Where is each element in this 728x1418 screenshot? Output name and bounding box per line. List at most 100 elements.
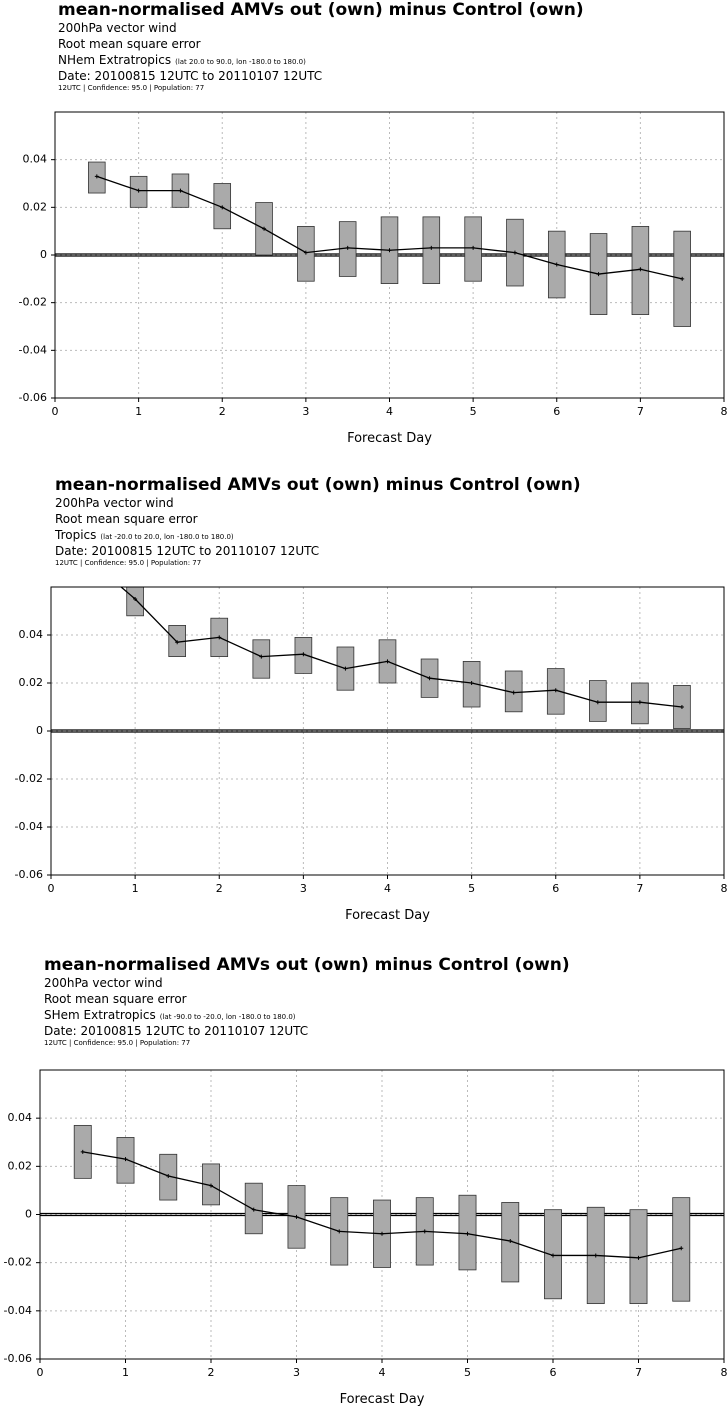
chart: mean-normalised AMVs out (own) minus Con…: [4, 955, 728, 1407]
mean-marker: [209, 1183, 213, 1188]
mean-marker: [554, 262, 559, 267]
y-tick-label: 0.04: [19, 628, 44, 641]
x-tick-label: 4: [386, 405, 393, 418]
x-tick-label: 6: [552, 882, 559, 895]
x-tick-label: 0: [52, 405, 59, 418]
confidence-box: [252, 639, 271, 679]
x-tick-label: 7: [637, 405, 644, 418]
mean-marker: [343, 666, 348, 671]
y-tick-label: -0.04: [15, 820, 43, 833]
plot-frame: [50, 586, 725, 876]
mean-marker: [593, 1253, 598, 1258]
x-tick-label: 0: [48, 882, 55, 895]
y-tick-label: -0.06: [4, 1352, 32, 1365]
region-detail: (lat -20.0 to 20.0, lon -180.0 to 180.0): [100, 533, 234, 541]
region-detail: (lat 20.0 to 90.0, lon -180.0 to 180.0): [175, 58, 306, 66]
plot-frame: [54, 111, 725, 399]
y-tick-label: 0.04: [23, 153, 48, 166]
footnote: 12UTC | Confidence: 95.0 | Population: 7…: [55, 559, 201, 567]
plot-frame: [39, 1069, 725, 1360]
mean-marker: [422, 1229, 427, 1234]
y-tick-label: 0.02: [23, 200, 48, 213]
subtitle: Root mean square error: [44, 992, 187, 1006]
confidence-box: [126, 587, 144, 617]
mean-marker: [259, 654, 264, 659]
x-axis-label: Forecast Day: [340, 1392, 425, 1407]
mean-marker: [136, 188, 141, 193]
x-tick-label: 0: [37, 1366, 44, 1379]
mean-marker: [637, 700, 642, 705]
mean-marker: [508, 1238, 513, 1243]
footnote: 12UTC | Confidence: 95.0 | Population: 7…: [44, 1039, 190, 1047]
y-tick-label: 0: [25, 1208, 32, 1221]
x-tick-label: 8: [721, 1366, 728, 1379]
mean-marker: [553, 688, 558, 693]
region: Tropics: [54, 528, 96, 542]
x-tick-label: 2: [208, 1366, 215, 1379]
mean-marker: [94, 174, 99, 179]
y-tick-label: 0: [36, 724, 43, 737]
mean-marker: [123, 1157, 128, 1162]
y-tick-label: 0.04: [8, 1111, 33, 1124]
mean-marker: [294, 1214, 299, 1219]
mean-marker: [680, 276, 685, 281]
mean-marker: [380, 1231, 384, 1236]
x-tick-label: 8: [721, 882, 728, 895]
y-tick-label: -0.02: [19, 296, 47, 309]
subtitle: Root mean square error: [55, 512, 198, 526]
chart: mean-normalised AMVs out (own) minus Con…: [19, 0, 728, 446]
y-tick-label: 0.02: [8, 1159, 33, 1172]
x-tick-label: 5: [464, 1366, 471, 1379]
y-tick-label: -0.06: [19, 391, 47, 404]
x-tick-label: 2: [219, 405, 226, 418]
x-tick-label: 3: [293, 1366, 300, 1379]
x-tick-label: 3: [302, 405, 309, 418]
y-tick-label: -0.04: [4, 1304, 32, 1317]
y-tick-label: -0.04: [19, 343, 47, 356]
x-tick-label: 7: [635, 1366, 642, 1379]
plot-area: [51, 587, 724, 733]
date: Date: 20100815 12UTC to 20110107 12UTC: [55, 544, 319, 558]
x-tick-label: 5: [470, 405, 477, 418]
subtitle: 200hPa vector wind: [44, 976, 163, 990]
x-tick-label: 4: [379, 1366, 386, 1379]
mean-marker: [220, 205, 225, 210]
x-tick-label: 4: [384, 882, 391, 895]
mean-marker: [175, 640, 180, 645]
x-axis-label: Forecast Day: [345, 908, 430, 923]
footnote: 12UTC | Confidence: 95.0 | Population: 7…: [58, 84, 204, 92]
mean-marker: [638, 267, 643, 272]
chart-title: mean-normalised AMVs out (own) minus Con…: [58, 0, 584, 20]
mean-marker: [251, 1207, 256, 1212]
mean-marker: [511, 690, 516, 695]
x-tick-label: 5: [468, 882, 475, 895]
subtitle: 200hPa vector wind: [55, 496, 174, 510]
x-tick-label: 6: [553, 405, 560, 418]
x-tick-label: 7: [636, 882, 643, 895]
mean-marker: [387, 248, 392, 253]
x-tick-label: 3: [300, 882, 307, 895]
x-tick-label: 2: [216, 882, 223, 895]
y-tick-label: 0: [40, 248, 47, 261]
plot-area: [40, 1124, 724, 1305]
region: SHem Extratropics: [44, 1008, 156, 1022]
plot-area: [55, 161, 724, 327]
subtitle: Root mean square error: [58, 37, 201, 51]
mean-marker: [551, 1253, 555, 1258]
chart-title: mean-normalised AMVs out (own) minus Con…: [55, 475, 581, 495]
mean-marker: [303, 250, 308, 255]
y-tick-label: -0.02: [15, 772, 43, 785]
chart-title: mean-normalised AMVs out (own) minus Con…: [44, 955, 570, 975]
date: Date: 20100815 12UTC to 20110107 12UTC: [58, 69, 322, 83]
mean-marker: [512, 250, 517, 255]
chart: mean-normalised AMVs out (own) minus Con…: [15, 475, 728, 923]
mean-marker: [217, 635, 222, 640]
mean-marker: [301, 652, 306, 657]
mean-marker: [636, 1255, 641, 1260]
mean-marker: [133, 597, 138, 601]
region-detail: (lat -90.0 to -20.0, lon -180.0 to 180.0…: [160, 1013, 296, 1021]
x-tick-label: 8: [721, 405, 728, 418]
mean-marker: [679, 1246, 684, 1251]
